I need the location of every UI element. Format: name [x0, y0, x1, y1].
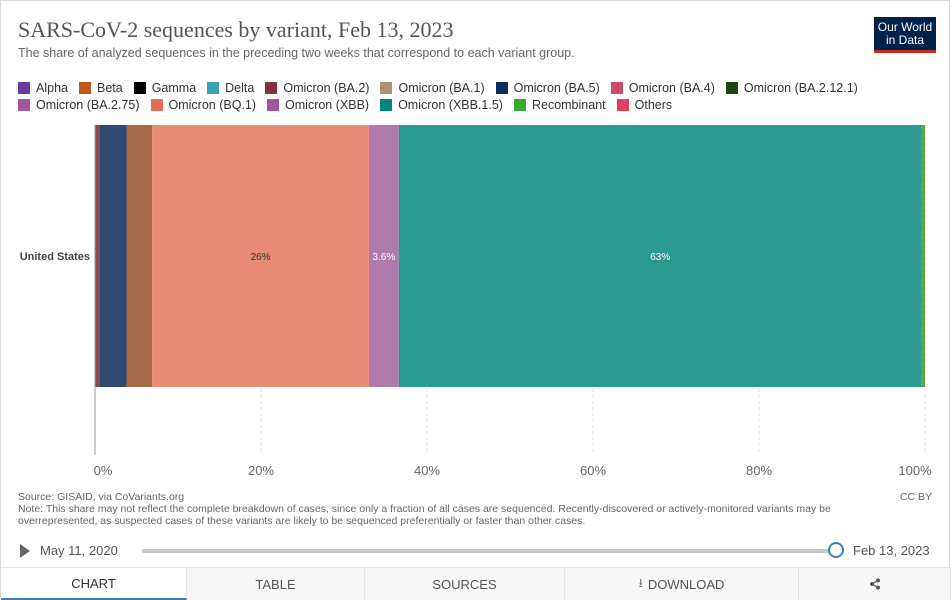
legend-swatch [18, 98, 30, 111]
tab-sources[interactable]: SOURCES [365, 568, 565, 600]
source-text: Source: GISAID, via CoVariants.org [18, 491, 185, 503]
license-label[interactable]: CC BY [899, 491, 932, 503]
x-tick-label: 80% [746, 463, 772, 478]
legend-label: Omicron (BA.2) [283, 80, 370, 95]
legend-item[interactable]: Omicron (BA.4) [610, 79, 715, 96]
chart-title: SARS-CoV-2 sequences by variant, Feb 13,… [18, 17, 454, 42]
legend-swatch [616, 98, 629, 111]
legend-swatch [18, 81, 30, 94]
tab-label: DOWNLOAD [647, 576, 725, 592]
note-text: Note: This share may not reflect the com… [18, 503, 831, 527]
bar-segment [398, 125, 922, 387]
share-icon [869, 578, 880, 590]
tab-label: TABLE [255, 576, 296, 592]
legend-label: Others [634, 97, 673, 112]
play-icon[interactable] [20, 544, 30, 558]
tab-bar: CHART TABLE SOURCES ⭳ DOWNLOAD [1, 567, 951, 600]
legend-label: Alpha [36, 80, 68, 95]
legend-swatch [267, 98, 280, 111]
legend-item[interactable]: Omicron (XBB) [267, 96, 369, 113]
bar-segment [95, 125, 100, 387]
timeline-start-label[interactable]: May 11, 2020 [40, 543, 118, 558]
legend-label: Omicron (BA.4) [628, 80, 715, 95]
bar-segment [126, 125, 153, 387]
legend-label: Omicron (BQ.1) [168, 97, 257, 112]
legend-label: Recombinant [531, 97, 606, 112]
legend-swatch [78, 81, 91, 94]
logo-line-1: Our World [877, 20, 933, 34]
legend-item[interactable]: Omicron (BA.2) [265, 79, 369, 96]
legend-row: Alpha Beta Gamma Delta Omicron (BA.2) Omicron… [18, 79, 938, 96]
legend-item[interactable]: Omicron (BA.1) [380, 79, 485, 96]
timeline-end-label[interactable]: Feb 13, 2023 [853, 543, 930, 558]
share-button[interactable] [799, 568, 951, 600]
category-label: United States [20, 251, 90, 263]
legend-swatch [265, 81, 278, 94]
owid-logo[interactable]: Our World in Data [874, 17, 936, 53]
chart-subtitle: The share of analyzed sequences in the p… [18, 46, 575, 60]
tab-table[interactable]: TABLE [187, 568, 365, 600]
legend-item[interactable]: Omicron (BA.2.12.1) [725, 79, 858, 96]
x-tick-label: 100% [898, 463, 932, 478]
legend-item[interactable]: Others [616, 96, 673, 113]
data-label: 26% [251, 252, 271, 263]
x-tick-label: 60% [580, 463, 606, 478]
legend-label: Gamma [151, 80, 197, 95]
legend-item[interactable]: Alpha [18, 79, 68, 96]
tab-chart[interactable]: CHART [1, 568, 187, 600]
legend-swatch [133, 81, 146, 94]
legend-item[interactable]: Omicron (BA.2.75) [18, 96, 140, 113]
legend-item[interactable]: Recombinant [513, 96, 606, 113]
tab-download[interactable]: ⭳ DOWNLOAD [565, 568, 799, 600]
data-label: 3.6% [372, 252, 395, 263]
data-label: 63% [650, 252, 670, 263]
legend-item[interactable]: Delta [207, 79, 254, 96]
logo-accent-bar [874, 50, 936, 53]
legend-label: Beta [96, 80, 123, 95]
legend-swatch [207, 81, 220, 94]
bar-segment [921, 125, 925, 387]
tab-label: SOURCES [432, 576, 497, 592]
legend-item[interactable]: Gamma [133, 79, 197, 96]
legend-swatch [610, 81, 623, 94]
legend-item[interactable]: Omicron (BA.5) [495, 79, 600, 96]
legend-label: Omicron (BA.1) [398, 80, 485, 95]
chart-plot: United States 26% 3.6% 63% 0% 20% 40% 60% 80% 100… [20, 125, 932, 478]
legend-label: Omicron (BA.5) [513, 80, 600, 95]
legend-item[interactable]: Omicron (XBB.1.5) [380, 96, 503, 113]
source-note: Source: GISAID, via CoVariants.org Note:… [18, 491, 898, 527]
legend-row: Omicron (BA.2.75) Omicron (BQ.1) Omicron (… [18, 96, 938, 113]
x-tick-label: 40% [414, 463, 440, 478]
timeline: May 11, 2020 Feb 13, 2023 [18, 541, 938, 561]
x-tick-label: 20% [248, 463, 274, 478]
bar-segment [99, 125, 127, 387]
legend-label: Omicron (XBB.1.5) [398, 97, 503, 112]
legend-label: Delta [225, 80, 255, 95]
timeline-track[interactable] [142, 549, 836, 553]
bar-segment [368, 125, 399, 387]
legend-item[interactable]: Beta [78, 79, 123, 96]
legend-swatch [513, 98, 526, 111]
legend-label: Omicron (XBB) [285, 97, 370, 112]
legend-swatch [380, 98, 393, 111]
tab-label: CHART [71, 575, 116, 591]
timeline-handle[interactable] [828, 542, 844, 558]
legend-swatch [725, 81, 738, 94]
download-icon: ⭳ [638, 575, 643, 590]
legend-swatch [380, 81, 393, 94]
legend-swatch [495, 81, 508, 94]
bar-segment [152, 125, 369, 387]
legend: Alpha Beta Gamma Delta Omicron (BA.2) Omicron… [18, 79, 938, 113]
legend-label: Omicron (BA.2.75) [36, 97, 140, 112]
legend-swatch [150, 98, 163, 111]
legend-item[interactable]: Omicron (BQ.1) [150, 96, 257, 113]
x-tick-label: 0% [94, 463, 113, 478]
legend-label: Omicron (BA.2.12.1) [743, 80, 858, 95]
logo-line-2: in Data [885, 33, 925, 47]
